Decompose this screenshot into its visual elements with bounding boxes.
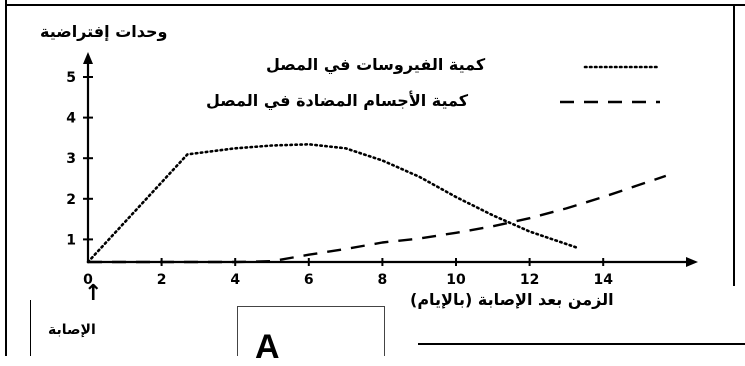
y-tick-label: 2 [66,192,76,208]
infection-label: الإصابة [48,322,96,338]
frame-border-bottom [418,343,745,345]
frame-border-top [5,4,745,6]
x-tick-label: 12 [520,272,539,288]
x-tick-label: 10 [446,272,466,288]
legend-label-antibody: كمية الأجسام المضادة في المصل [206,91,469,110]
frame-border-right [733,4,735,286]
y-tick-label: 5 [66,70,76,86]
legend-label-virus: كمية الفيروسات في المصل [266,55,486,74]
x-axis-arrow-icon [686,257,698,267]
x-axis-label: الزمن بعد الإصابة (بالإيام) [410,290,614,309]
x-tick-label: 8 [378,272,388,288]
y-tick-label: 1 [66,232,76,248]
x-tick-label: 0 [83,272,93,288]
y-axis-arrow-icon [83,52,93,64]
series-line-antibody [88,174,667,264]
y-tick-label: 4 [66,111,76,127]
infection-arrow-icon: ↑ [84,281,103,306]
series-layer [86,143,667,264]
legend-lines [560,65,662,104]
x-tick-label: 4 [230,272,240,288]
axes [83,52,698,267]
series-line-virus [86,143,579,264]
answer-box [237,306,385,356]
figure-frame [5,0,745,356]
x-tick-label: 6 [304,272,314,288]
x-tick-label: 14 [593,272,613,288]
inner-divider [30,300,31,356]
y-tick-label: 3 [66,151,76,167]
y-axis-label: وحدات إفتراضية [40,22,168,41]
x-tick-label: 2 [157,272,167,288]
answer-box-label: A [255,328,280,366]
frame-border-left [5,0,7,356]
